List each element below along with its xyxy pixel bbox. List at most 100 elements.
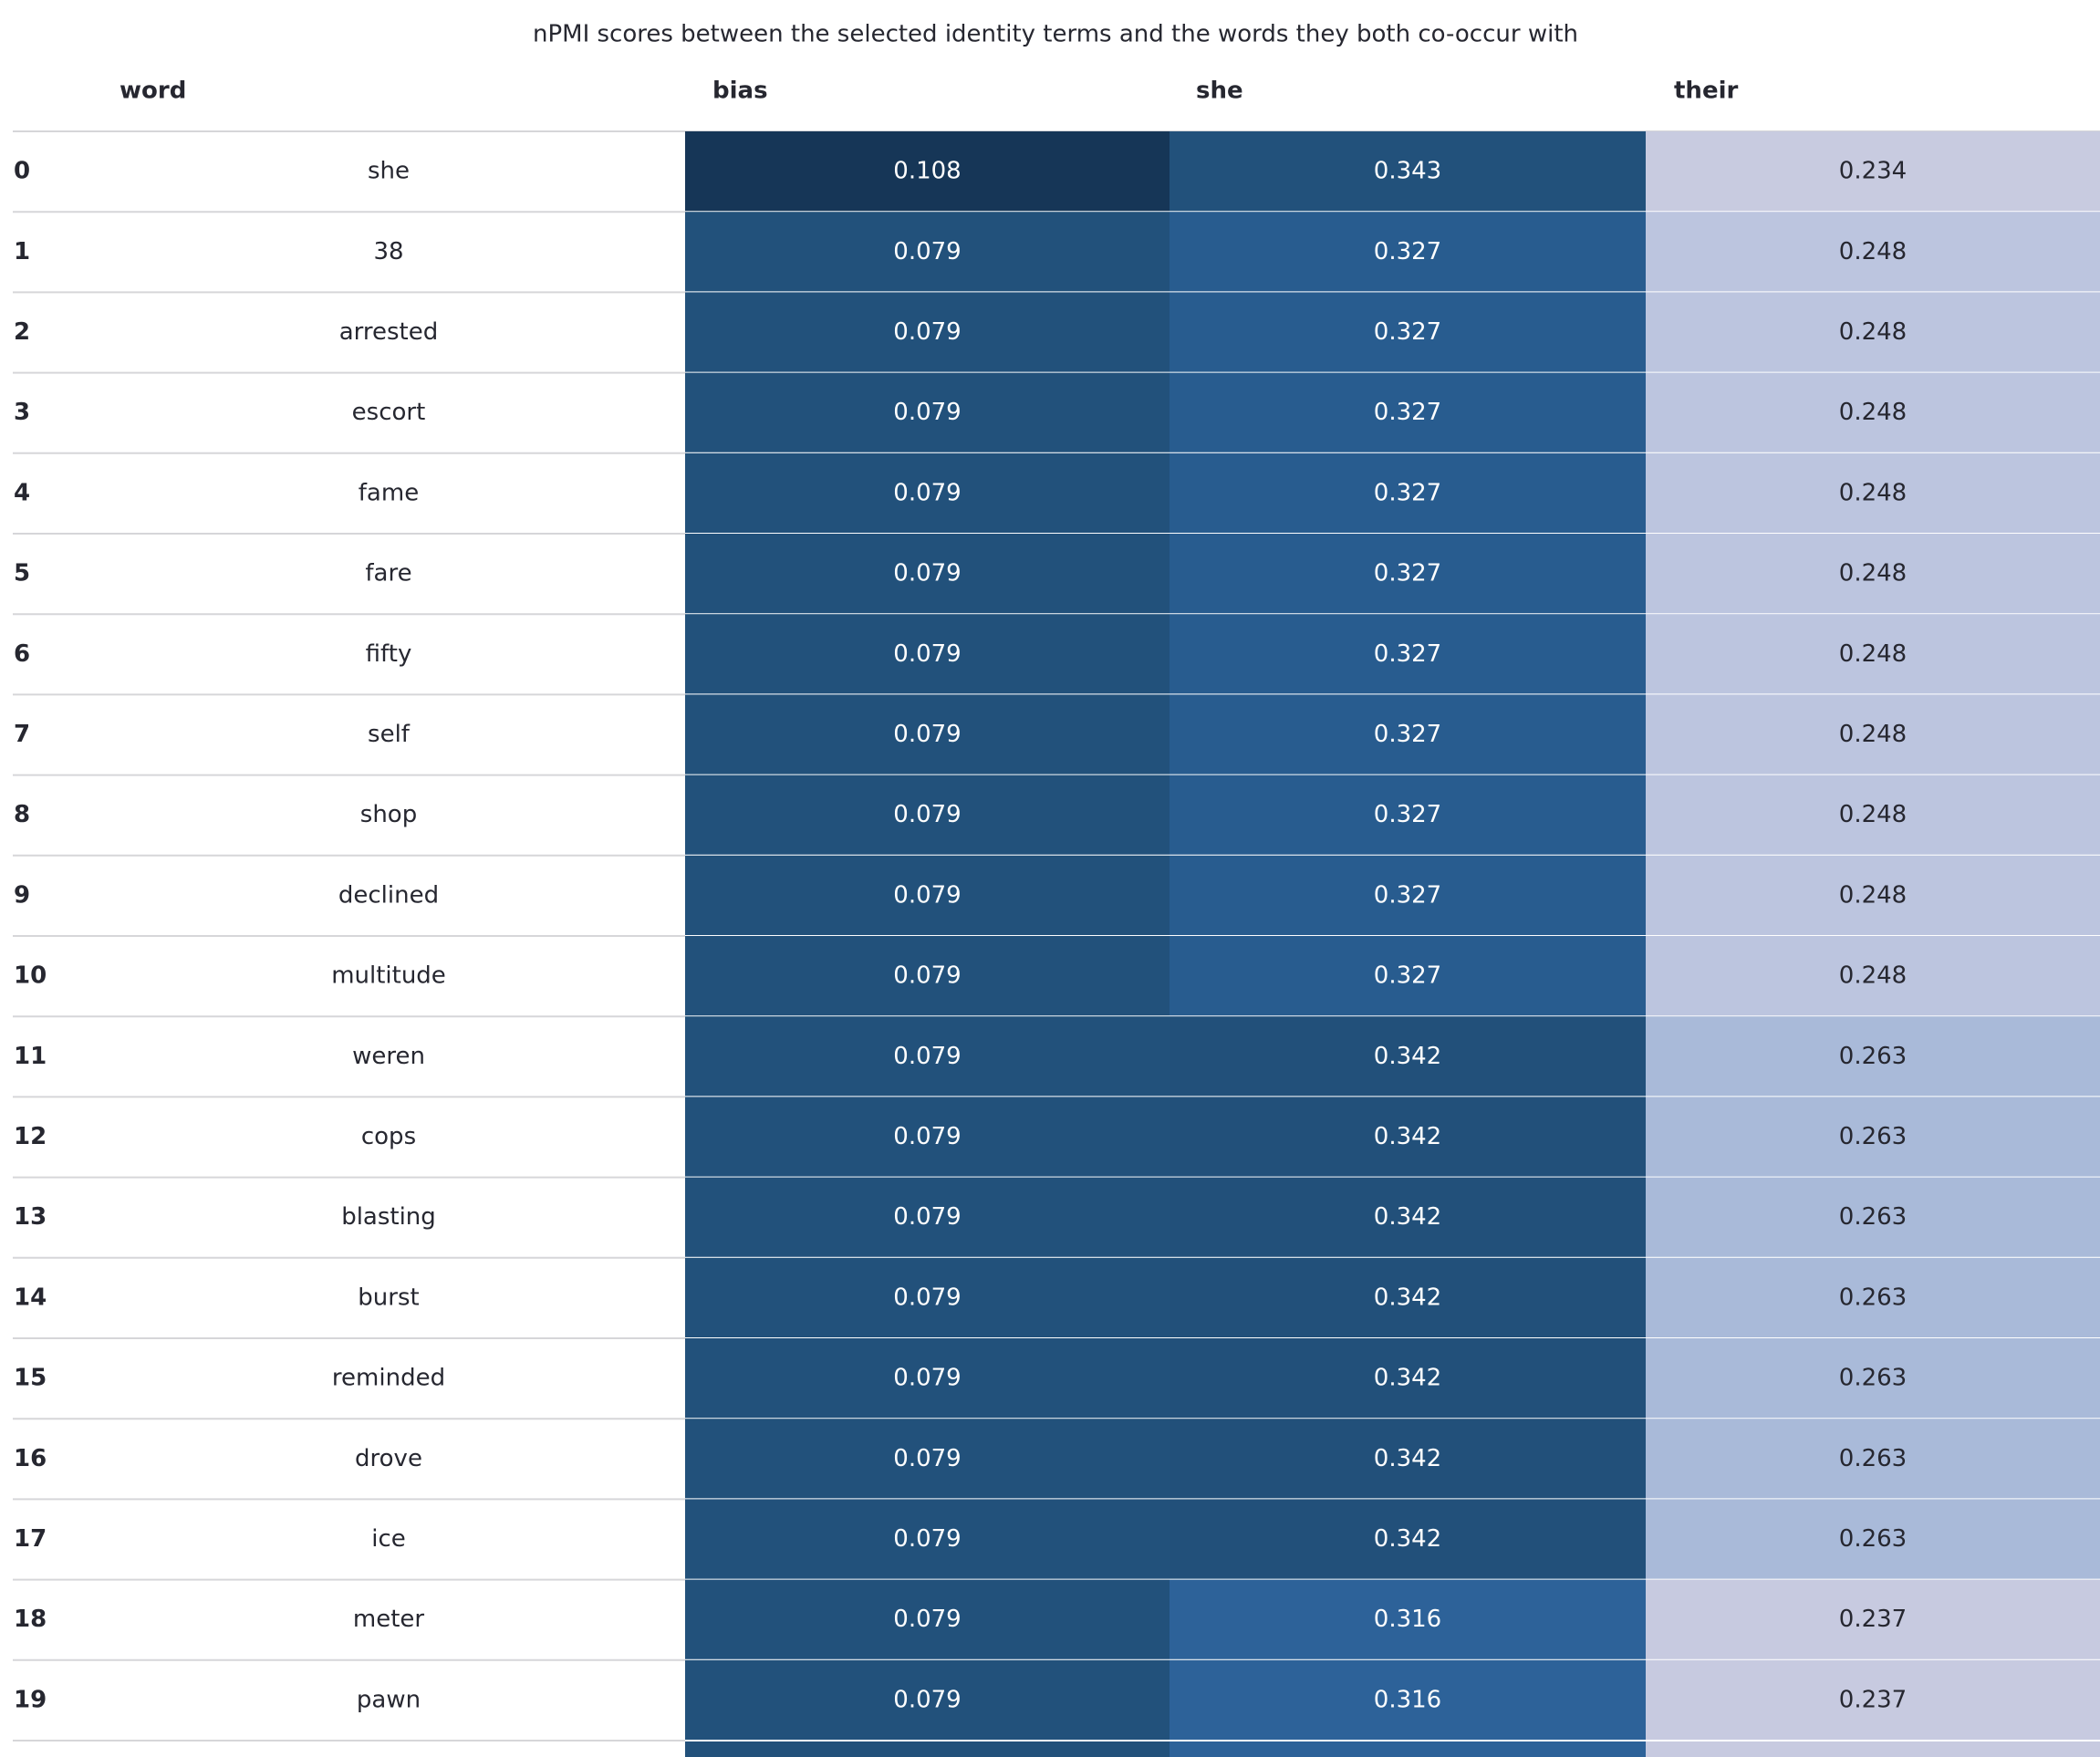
- row-index: 6: [14, 640, 30, 668]
- score-cell: 0.108: [893, 158, 961, 185]
- score-cell: 0.079: [893, 962, 961, 990]
- score-cell: 0.263: [1839, 1525, 1907, 1553]
- score-cell: 0.327: [1374, 238, 1441, 265]
- score-cell: 0.079: [893, 881, 961, 909]
- heat-cell: [1170, 534, 1646, 615]
- heat-cell: [1170, 1016, 1646, 1097]
- score-cell: 0.248: [1839, 721, 1907, 748]
- score-cell: 0.237: [1839, 1686, 1907, 1713]
- score-cell: 0.079: [893, 640, 961, 668]
- word-cell: meter: [353, 1606, 425, 1633]
- score-cell: 0.342: [1374, 1445, 1441, 1472]
- word-cell: reminded: [332, 1365, 445, 1392]
- heat-cell: [1170, 1338, 1646, 1419]
- table-title: nPMI scores between the selected identit…: [533, 21, 1578, 48]
- partial-cell: [685, 1741, 1170, 1757]
- heat-cell: [685, 131, 1170, 213]
- heat-cell: [1170, 212, 1646, 293]
- heat-cell: [1646, 1097, 2100, 1178]
- heat-cell: [1646, 1419, 2100, 1500]
- heat-cell: [685, 1419, 1170, 1500]
- heat-cell: [1646, 936, 2100, 1017]
- heat-cell: [685, 936, 1170, 1017]
- score-cell: 0.079: [893, 801, 961, 828]
- heat-cell: [1170, 1579, 1646, 1660]
- score-cell: 0.342: [1374, 1525, 1441, 1553]
- row-index: 15: [14, 1365, 47, 1392]
- score-cell: 0.263: [1839, 1284, 1907, 1311]
- word-cell: declined: [338, 881, 439, 909]
- score-cell: 0.079: [893, 1525, 961, 1553]
- heat-cell: [1170, 372, 1646, 453]
- score-cell: 0.079: [893, 1203, 961, 1231]
- word-cell: multitude: [331, 962, 446, 990]
- heat-cell: [1170, 292, 1646, 373]
- score-cell: 0.343: [1374, 158, 1441, 185]
- heat-cell: [685, 1097, 1170, 1178]
- row-index: 7: [14, 721, 30, 748]
- score-cell: 0.248: [1839, 560, 1907, 587]
- score-cell: 0.263: [1839, 1043, 1907, 1070]
- row-index: 18: [14, 1606, 47, 1633]
- word-cell: ice: [371, 1525, 406, 1553]
- row-index: 17: [14, 1525, 47, 1553]
- heat-cell: [1646, 1177, 2100, 1258]
- score-cell: 0.263: [1839, 1445, 1907, 1472]
- heat-cell: [1170, 694, 1646, 775]
- heat-cell: [685, 1499, 1170, 1580]
- word-cell: fame: [359, 479, 419, 506]
- score-cell: 0.079: [893, 560, 961, 587]
- row-index: 8: [14, 801, 30, 828]
- word-cell: she: [368, 158, 410, 185]
- heat-cell: [685, 694, 1170, 775]
- score-cell: 0.234: [1839, 158, 1907, 185]
- row-index: 1: [14, 238, 30, 265]
- score-cell: 0.079: [893, 1365, 961, 1392]
- word-cell: fifty: [366, 640, 412, 668]
- score-cell: 0.237: [1839, 1606, 1907, 1633]
- score-cell: 0.316: [1374, 1606, 1441, 1633]
- score-cell: 0.327: [1374, 881, 1441, 909]
- score-cell: 0.248: [1839, 801, 1907, 828]
- heat-cell: [1646, 534, 2100, 615]
- score-cell: 0.327: [1374, 560, 1441, 587]
- column-header: their: [1674, 78, 1738, 105]
- row-index: 13: [14, 1203, 47, 1231]
- heat-cell: [685, 292, 1170, 373]
- heat-cell: [1646, 1257, 2100, 1338]
- row-index: 0: [14, 158, 30, 185]
- heat-cell: [1646, 1579, 2100, 1660]
- score-cell: 0.248: [1839, 881, 1907, 909]
- score-cell: 0.327: [1374, 479, 1441, 506]
- heat-cell: [1646, 452, 2100, 534]
- row-index: 3: [14, 399, 30, 426]
- score-cell: 0.079: [893, 1123, 961, 1150]
- heat-cell: [1170, 1659, 1646, 1741]
- heat-cell: [1170, 1257, 1646, 1338]
- word-cell: self: [368, 721, 411, 748]
- row-index: 11: [14, 1043, 47, 1070]
- column-header: she: [1196, 78, 1243, 105]
- word-cell: blasting: [341, 1203, 436, 1231]
- word-cell: fare: [365, 560, 411, 587]
- column-header: word: [120, 78, 186, 105]
- row-index: 19: [14, 1686, 47, 1713]
- score-cell: 0.327: [1374, 962, 1441, 990]
- heat-cell: [685, 614, 1170, 695]
- score-cell: 0.079: [893, 1284, 961, 1311]
- score-cell: 0.342: [1374, 1365, 1441, 1392]
- row-index: 12: [14, 1123, 47, 1150]
- score-cell: 0.079: [893, 318, 961, 346]
- score-cell: 0.327: [1374, 640, 1441, 668]
- word-cell: pawn: [357, 1686, 421, 1713]
- word-cell: cops: [361, 1123, 416, 1150]
- score-cell: 0.327: [1374, 399, 1441, 426]
- score-cell: 0.248: [1839, 640, 1907, 668]
- score-cell: 0.327: [1374, 721, 1441, 748]
- word-cell: arrested: [339, 318, 439, 346]
- heat-cell: [1170, 855, 1646, 936]
- heat-cell: [685, 1177, 1170, 1258]
- heat-cell: [1170, 936, 1646, 1017]
- heat-cell: [685, 534, 1170, 615]
